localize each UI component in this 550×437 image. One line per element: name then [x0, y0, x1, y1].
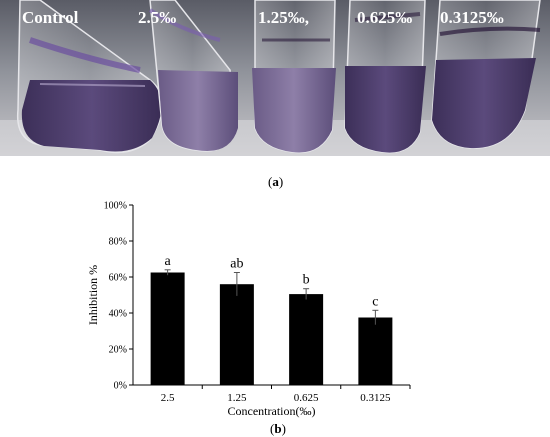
tube-1.25: [252, 0, 336, 154]
x-tick-label: 0.3125: [360, 392, 391, 404]
tube-label-0.625: 0.625‰: [357, 8, 413, 27]
y-tick-label: 0%: [114, 381, 127, 392]
bar: [289, 294, 324, 385]
bar: [358, 317, 393, 385]
bar: [150, 272, 185, 385]
y-tick-label: 20%: [109, 345, 127, 356]
significance-letter: b: [303, 273, 310, 288]
y-tick-label: 100%: [104, 201, 127, 212]
tube-0.3125: [431, 0, 541, 149]
tube-label-control: Control: [22, 8, 79, 27]
tube-0.625: [344, 0, 426, 154]
tube-label-2.5: 2.5‰: [138, 8, 177, 27]
significance-letter: ab: [230, 257, 243, 272]
panel-a-caption: (a): [268, 174, 284, 189]
bar: [219, 284, 254, 385]
tube-label-1.25: 1.25‰,: [258, 8, 309, 27]
y-axis-title: Inhibition %: [86, 265, 100, 325]
panel-b-letter: b: [274, 421, 282, 436]
panel-a-letter: a: [272, 174, 279, 189]
x-tick-label: 2.5: [161, 392, 175, 404]
inhibition-bar-chart: 0% 20% 40% 60% 80% 100% Inhibition % 2.5 a 1.25 ab…: [86, 201, 411, 418]
y-tick-label: 60%: [109, 273, 127, 284]
tubes-photo: [0, 0, 550, 156]
panel-b-caption: (b): [270, 421, 286, 436]
x-tick-label: 1.25: [227, 392, 247, 404]
tube-control: [16, 0, 164, 154]
tube-2.5: [148, 0, 238, 152]
x-axis-title: Concentration(‰): [228, 404, 316, 418]
significance-letter: a: [165, 254, 172, 269]
y-tick-label: 80%: [109, 237, 127, 248]
y-tick-label: 40%: [109, 309, 127, 320]
tube-label-0.3125: 0.3125‰: [440, 8, 504, 27]
x-tick-label: 0.625: [294, 392, 319, 404]
significance-letter: c: [372, 294, 378, 309]
